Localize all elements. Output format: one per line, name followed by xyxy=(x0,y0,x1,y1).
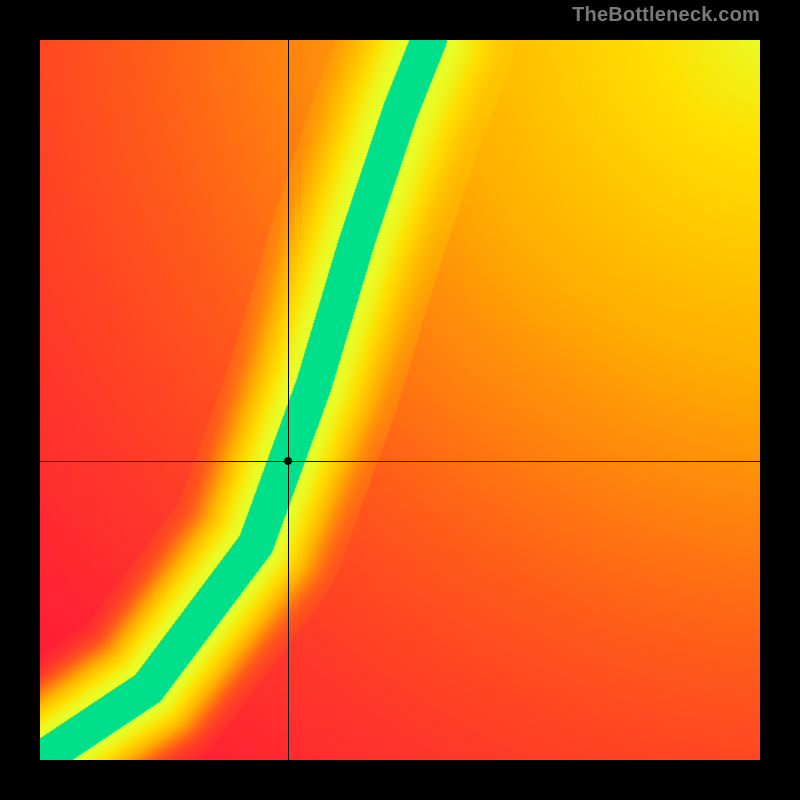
figure-stage: TheBottleneck.com xyxy=(0,0,800,800)
heatmap-canvas xyxy=(40,40,760,760)
heatmap-plot xyxy=(40,40,760,760)
watermark-text: TheBottleneck.com xyxy=(572,4,760,27)
